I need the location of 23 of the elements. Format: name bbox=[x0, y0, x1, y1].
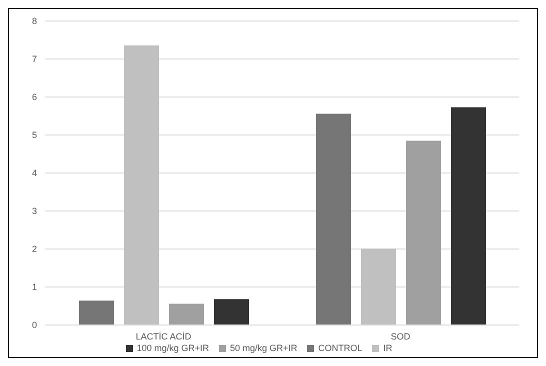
y-tick-label: 4 bbox=[32, 168, 37, 178]
y-tick-label: 7 bbox=[32, 54, 37, 64]
bar bbox=[406, 140, 441, 325]
legend-label: IR bbox=[383, 343, 392, 353]
legend-label: 50 mg/kg GR+IR bbox=[230, 343, 298, 353]
bar bbox=[79, 300, 114, 325]
bar bbox=[316, 114, 351, 325]
bar bbox=[361, 248, 396, 325]
y-tick-label: 2 bbox=[32, 244, 37, 254]
y-tick-label: 6 bbox=[32, 92, 37, 102]
x-tick-label: LACTİC ACİD bbox=[136, 331, 192, 342]
bar bbox=[169, 304, 204, 325]
bar bbox=[214, 299, 249, 325]
y-tick-label: 5 bbox=[32, 130, 37, 140]
y-tick-label: 3 bbox=[32, 206, 37, 216]
y-tick-label: 1 bbox=[32, 282, 37, 292]
legend-label: CONTROL bbox=[318, 343, 362, 353]
bar bbox=[124, 45, 159, 325]
y-tick-label: 8 bbox=[32, 16, 37, 26]
x-tick-label: SOD bbox=[390, 331, 411, 342]
bar bbox=[451, 107, 486, 325]
y-tick-label: 0 bbox=[32, 320, 37, 330]
legend-label: 100 mg/kg GR+IR bbox=[136, 343, 209, 353]
